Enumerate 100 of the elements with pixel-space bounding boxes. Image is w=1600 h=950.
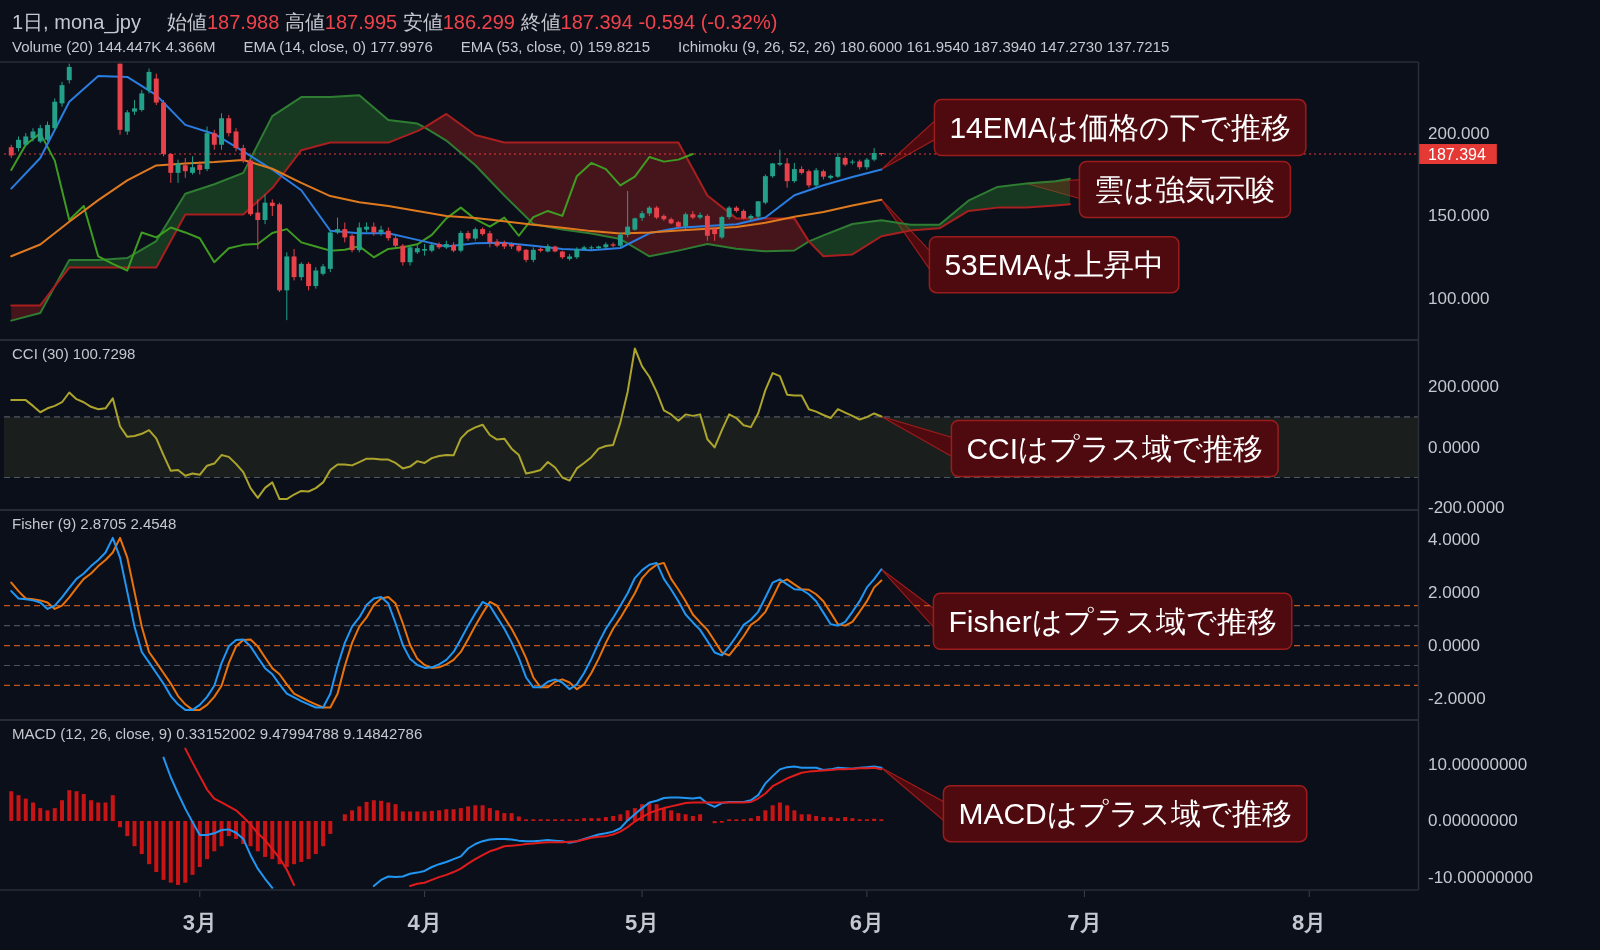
y-tick-label: 4.0000 — [1428, 529, 1480, 549]
bar — [328, 820, 333, 834]
x-tick-label: 5月 — [624, 909, 660, 935]
y-tick-label: 0.00000000 — [1428, 811, 1518, 831]
candlestick — [255, 198, 261, 250]
bar — [661, 808, 666, 821]
bar — [748, 818, 753, 821]
candlestick — [719, 215, 725, 240]
bar — [458, 808, 463, 821]
x-tick-label: 6月 — [849, 909, 885, 935]
bar — [676, 813, 681, 821]
bar — [502, 813, 507, 821]
bar — [255, 820, 260, 852]
bar — [603, 817, 608, 821]
y-tick-label: 2.0000 — [1428, 582, 1480, 602]
candlestick — [407, 245, 413, 267]
candlestick — [168, 152, 174, 184]
bar — [350, 810, 355, 821]
bar — [466, 806, 471, 821]
candlestick — [182, 157, 188, 179]
candlestick — [349, 233, 355, 253]
candlestick — [291, 248, 297, 281]
bar — [393, 804, 398, 821]
ref-line-label: 187.394 — [1428, 145, 1486, 163]
chart-subtitle: 始値187.988 高値187.995 安値186.299 終値187.394 -0.594 (-0.32%) — [166, 11, 778, 33]
bar — [487, 808, 492, 821]
candlestick — [226, 114, 232, 137]
annotation: 雲は強気示唆 — [1094, 172, 1276, 206]
bar — [698, 814, 703, 821]
annotation: MACDはプラス域で推移 — [958, 797, 1292, 831]
bar — [589, 818, 594, 821]
bar — [429, 810, 434, 821]
candlestick — [436, 241, 442, 250]
bar — [611, 815, 616, 821]
candlestick — [704, 213, 710, 242]
x-tick-label: 4月 — [407, 909, 442, 935]
text: Volume (20) 144.447K 4.366M — [12, 37, 216, 55]
x-tick-label: 7月 — [1067, 909, 1102, 935]
candlestick — [603, 241, 609, 250]
bar — [437, 810, 442, 821]
candlestick — [813, 167, 819, 189]
y-tick-label: -10.00000000 — [1428, 867, 1533, 887]
x-tick-label: 8月 — [1292, 909, 1327, 935]
annotation: CCIはプラス域で推移 — [966, 432, 1264, 465]
bar — [843, 817, 848, 821]
candlestick — [298, 261, 304, 281]
bar — [357, 806, 362, 821]
text: EMA (53, close, 0) 159.8215 — [460, 37, 651, 55]
candlestick — [639, 210, 645, 222]
bar — [212, 820, 217, 852]
bar — [480, 805, 485, 821]
bar — [306, 820, 311, 860]
annotation: MACD (12, 26, close, 9) 0.33152002 9.47994788 9.14842786 — [12, 724, 423, 742]
candlestick — [233, 127, 239, 152]
candlestick — [581, 245, 587, 252]
x-tick-label: 3月 — [182, 909, 217, 935]
candlestick — [400, 243, 406, 267]
bar — [785, 805, 790, 821]
bar — [270, 820, 275, 860]
bar — [386, 802, 391, 821]
bar — [821, 817, 826, 821]
annotation: Fisher (9) 2.8705 2.4548 — [12, 514, 177, 532]
candlestick — [625, 190, 631, 238]
bar — [850, 818, 855, 821]
y-tick-label: 0.0000 — [1428, 636, 1480, 656]
bar — [415, 811, 420, 821]
bar — [379, 800, 384, 821]
bar — [205, 820, 210, 860]
bar — [284, 820, 289, 867]
y-tick-label: -2.0000 — [1428, 689, 1486, 709]
candlestick — [240, 144, 246, 164]
bar — [408, 811, 413, 821]
bar — [828, 817, 833, 821]
candlestick — [784, 157, 790, 189]
y-tick-label: 200.0000 — [1428, 376, 1499, 396]
bar — [400, 811, 405, 821]
bar — [835, 818, 840, 821]
bar — [814, 815, 819, 821]
candlestick — [777, 149, 783, 167]
bar — [292, 820, 297, 865]
candlestick — [211, 129, 217, 151]
bar — [596, 818, 601, 821]
bar — [197, 820, 202, 867]
bar — [690, 815, 695, 821]
bar — [299, 820, 304, 862]
bar — [763, 810, 768, 821]
bar — [509, 813, 514, 821]
candlestick — [610, 241, 616, 248]
candlestick — [690, 210, 696, 220]
bar — [444, 809, 449, 821]
y-tick-label: 150.000 — [1428, 206, 1490, 226]
y-tick-label: 0.0000 — [1428, 437, 1480, 457]
bar — [756, 815, 761, 821]
bar — [342, 814, 347, 821]
y-tick-label: 10.00000000 — [1428, 755, 1528, 775]
bar — [277, 820, 282, 865]
bar — [473, 805, 478, 821]
candlestick — [306, 261, 312, 291]
annotation: 14EMAは価格の下で推移 — [949, 111, 1291, 145]
text: Ichimoku (9, 26, 52, 26) 180.6000 161.9540 187.3940 147.2730 137.7215 — [678, 37, 1170, 55]
